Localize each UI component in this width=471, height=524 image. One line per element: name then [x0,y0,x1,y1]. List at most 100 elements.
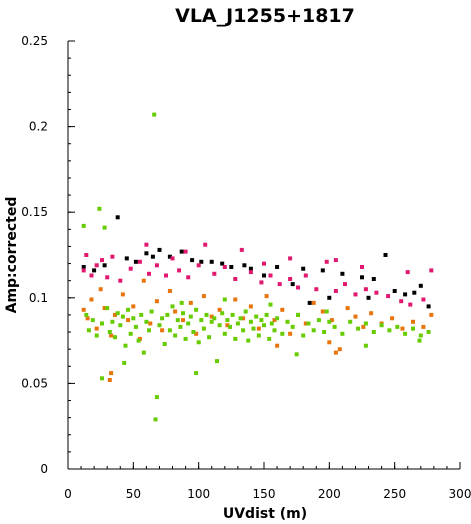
data-point [268,302,273,307]
data-point [403,292,408,297]
data-point [173,333,178,338]
data-point [220,261,225,266]
data-point [324,309,329,314]
data-point [296,312,300,317]
data-point [412,290,417,295]
data-point [327,319,332,324]
data-point [186,321,191,326]
data-point [181,311,185,316]
data-point [280,307,285,312]
data-point [94,263,99,268]
data-point [301,266,306,271]
data-point [340,331,345,336]
data-point [188,314,193,319]
data-point [89,297,94,302]
data-points [81,112,434,422]
data-point [222,331,227,336]
y-tick-label: 0.25 [21,34,48,48]
data-point [275,265,280,269]
data-point [332,324,337,329]
data-point [296,285,300,290]
data-point [306,321,311,326]
data-point [225,318,230,323]
data-point [150,254,155,259]
data-point [246,338,251,343]
data-point [203,242,208,247]
data-point [262,261,266,266]
data-point [113,335,117,340]
data-point [374,290,379,295]
x-tick-label: 300 [449,487,471,501]
data-point [248,319,253,324]
data-point [311,300,316,305]
data-point [248,304,253,309]
data-point [209,259,214,264]
data-point [133,324,138,329]
data-point [178,324,183,329]
data-point [167,254,172,259]
data-point [222,297,227,302]
data-point [264,312,269,317]
data-point [194,371,199,376]
data-point [141,350,146,355]
data-point [89,273,94,278]
data-point [353,314,358,319]
data-point [123,343,128,348]
data-point [113,312,117,317]
data-point [179,300,184,305]
data-point [199,259,204,264]
data-point [139,312,144,317]
data-point [256,333,261,338]
data-point [233,297,238,302]
data-point [360,275,364,280]
data-point [212,316,217,321]
data-point [405,270,410,275]
data-point [194,331,199,336]
data-point [196,340,201,345]
data-point [222,265,227,269]
data-point [320,268,325,273]
data-point [167,289,172,293]
data-point [124,256,129,261]
data-point [128,331,133,336]
data-point [167,328,172,333]
data-point [162,342,167,346]
data-point [144,319,149,324]
data-point [369,311,374,316]
data-point [186,275,191,280]
data-point [122,360,127,365]
data-point [188,300,193,305]
data-point [363,287,368,292]
data-point [100,258,104,263]
data-point [131,304,136,309]
data-point [179,249,184,254]
data-point [418,333,423,338]
data-point [120,314,125,319]
data-point [275,343,280,348]
data-point [329,318,334,323]
data-point [100,376,104,381]
data-point [110,319,115,324]
data-point [386,294,391,299]
data-point [209,319,214,324]
data-point [256,326,261,331]
data-point [102,306,107,311]
data-point [183,249,188,254]
data-point [92,268,97,273]
data-point [264,294,269,299]
data-point [230,312,235,317]
x-axis-label: UVdist (m) [223,506,307,522]
chart-title: VLA_J1255+1817 [175,5,355,27]
data-point [345,306,350,311]
data-point [84,253,89,257]
x-tick-label: 200 [318,487,341,501]
data-point [303,273,308,278]
x-tick-label: 150 [253,487,276,501]
data-point [248,266,253,271]
data-point [154,299,159,304]
data-point [235,321,240,326]
data-point [363,321,368,326]
data-point [118,278,123,283]
data-point [399,299,404,304]
data-point [280,331,285,336]
